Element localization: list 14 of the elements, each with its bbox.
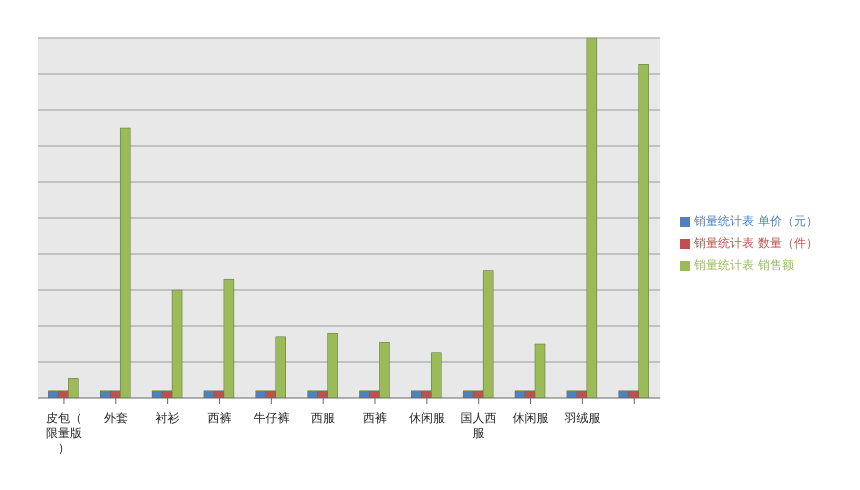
x-tick-label: 休闲服 xyxy=(512,411,549,425)
x-tick-label: 国人西服 xyxy=(460,411,497,440)
x-tick-label: 西裤 xyxy=(363,411,388,425)
x-tick-label: 牛仔裤 xyxy=(253,411,290,425)
x-tick-label: 外套 xyxy=(104,411,128,425)
x-tick-label: 西裤 xyxy=(207,411,232,425)
legend-label: 销量统计表 单价（元） xyxy=(694,214,818,228)
x-tick-label: 衬衫 xyxy=(156,411,180,425)
x-tick-label: 羽绒服 xyxy=(563,411,600,425)
legend-label: 销量统计表 数量（件） xyxy=(694,236,818,250)
x-tick-label: 皮包（限量版） xyxy=(46,411,82,455)
x-tick-label: 休闲服 xyxy=(408,411,445,425)
x-tick-label: 西服 xyxy=(311,411,336,425)
legend-label: 销量统计表 销售额 xyxy=(694,258,794,272)
